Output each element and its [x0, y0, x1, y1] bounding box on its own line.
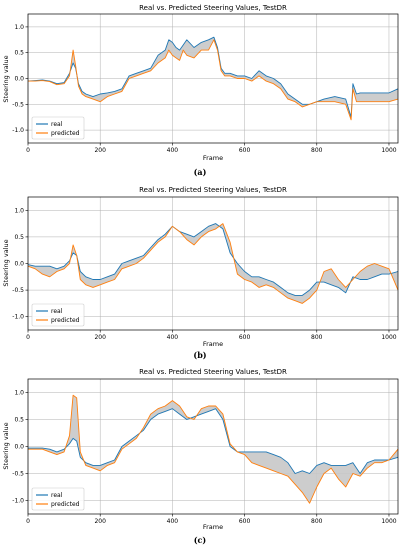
y-tick-label: -0.5	[12, 471, 24, 478]
y-tick-label: 0.5	[14, 50, 24, 57]
y-axis-label: Steering value	[2, 239, 10, 286]
legend-label-predicted: predicted	[51, 317, 80, 324]
x-tick-label: 400	[167, 147, 179, 154]
x-tick-label: 600	[239, 147, 251, 154]
x-tick-label: 800	[311, 518, 323, 525]
panel-label: (c)	[194, 535, 207, 545]
x-axis-label: Frame	[203, 340, 223, 348]
y-tick-label: 0.0	[14, 261, 24, 268]
x-tick-label: 400	[167, 518, 179, 525]
series-line-predicted	[27, 223, 399, 304]
chart-panel-3: Real vs. Predicted Steering Values, Test…	[2, 368, 399, 545]
y-tick-label: -0.5	[12, 101, 24, 108]
x-tick-label: 800	[311, 147, 323, 154]
x-tick-label: 400	[167, 334, 179, 341]
x-tick-label: 0	[26, 334, 30, 341]
y-tick-label: -1.0	[12, 498, 24, 505]
x-tick-label: 1000	[381, 518, 396, 525]
legend-label-real: real	[51, 308, 63, 315]
x-tick-label: 1000	[381, 147, 396, 154]
y-tick-label: 1.0	[14, 207, 24, 214]
series-line-predicted	[28, 394, 399, 504]
series-line-real	[27, 36, 399, 118]
y-tick-label: 1.0	[14, 390, 24, 397]
y-tick-label: -1.0	[12, 127, 24, 134]
x-axis-label: Frame	[203, 523, 223, 531]
y-tick-label: 0.5	[14, 417, 24, 424]
chart-panel-1: Real vs. Predicted Steering Values, Test…	[2, 4, 399, 177]
y-tick-label: 0.5	[14, 234, 24, 241]
panel-label: (b)	[193, 350, 206, 360]
x-tick-label: 200	[94, 518, 106, 525]
y-tick-label: 0.0	[14, 444, 24, 451]
panel-label: (a)	[194, 167, 207, 177]
y-tick-label: 1.0	[14, 24, 24, 31]
x-tick-label: 0	[26, 147, 30, 154]
legend-label-predicted: predicted	[51, 501, 80, 508]
y-axis-label: Steering value	[2, 422, 10, 469]
x-tick-label: 0	[26, 518, 30, 525]
x-tick-label: 1000	[381, 334, 396, 341]
chart-title: Real vs. Predicted Steering Values, Test…	[139, 186, 287, 194]
chart-title: Real vs. Predicted Steering Values, Test…	[139, 368, 287, 376]
x-axis-label: Frame	[203, 154, 223, 162]
legend-label-real: real	[51, 121, 63, 128]
legend-label-real: real	[51, 492, 63, 499]
x-tick-label: 200	[94, 147, 106, 154]
legend-label-predicted: predicted	[51, 130, 80, 137]
series-line-predicted	[28, 39, 399, 121]
x-tick-label: 800	[311, 334, 323, 341]
fill-between-area	[28, 395, 398, 504]
y-axis-label: Steering value	[2, 55, 10, 102]
x-tick-label: 200	[94, 334, 106, 341]
x-tick-label: 600	[239, 334, 251, 341]
series-line-real	[28, 408, 399, 474]
x-tick-label: 600	[239, 518, 251, 525]
y-tick-label: -1.0	[12, 314, 24, 321]
y-tick-label: -0.5	[12, 287, 24, 294]
chart-panel-2: Real vs. Predicted Steering Values, Test…	[2, 186, 399, 360]
chart-title: Real vs. Predicted Steering Values, Test…	[139, 4, 287, 12]
series-line-real	[27, 223, 399, 296]
y-tick-label: 0.0	[14, 76, 24, 83]
